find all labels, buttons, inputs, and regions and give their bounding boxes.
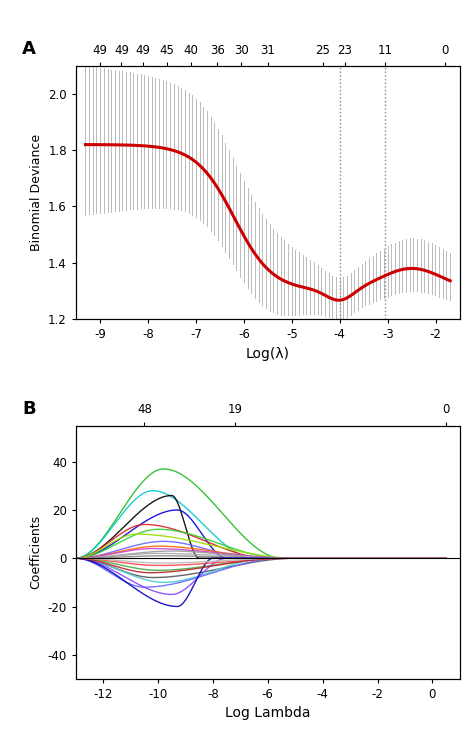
Text: A: A [22, 40, 36, 58]
Y-axis label: Binomial Deviance: Binomial Deviance [29, 134, 43, 251]
X-axis label: Log Lambda: Log Lambda [225, 707, 310, 721]
Y-axis label: Coefficients: Coefficients [29, 515, 42, 589]
Text: B: B [22, 400, 36, 418]
X-axis label: Log(λ): Log(λ) [246, 347, 290, 361]
